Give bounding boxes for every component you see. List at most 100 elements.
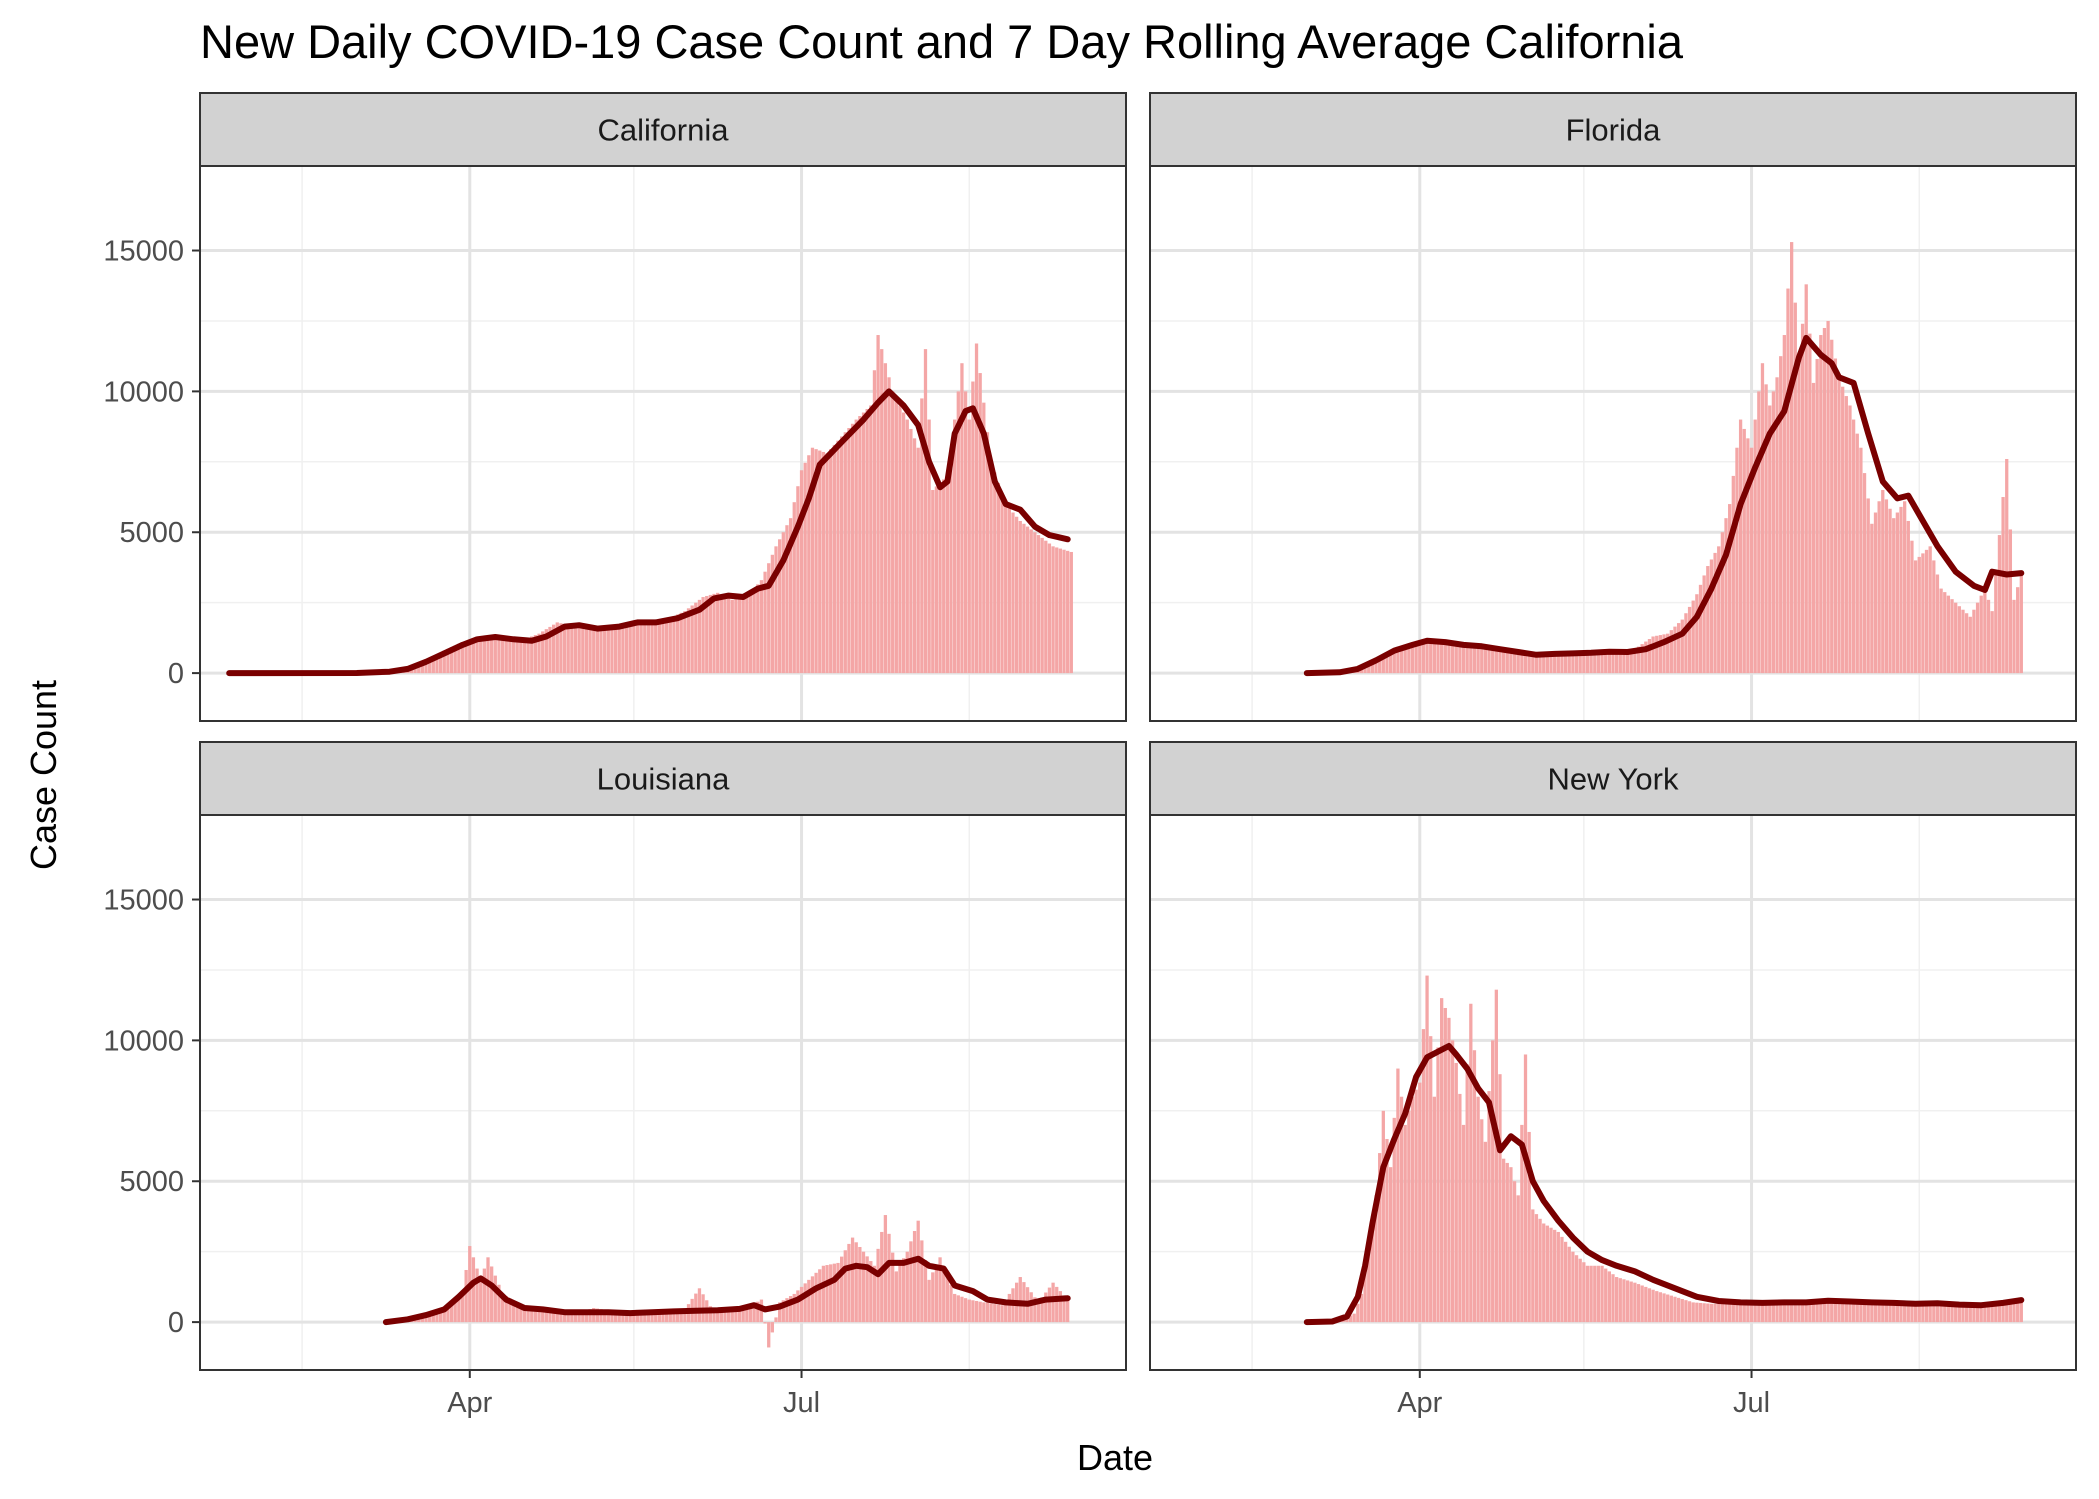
daily-bar (570, 625, 574, 674)
daily-bar (1523, 1054, 1528, 1323)
daily-bar (1629, 1281, 1633, 1323)
daily-bar (1731, 1304, 1735, 1323)
daily-bar (1381, 1110, 1385, 1323)
daily-bar (785, 525, 789, 674)
daily-bar (548, 1309, 552, 1323)
daily-bar (1968, 616, 1972, 674)
facet-strip-label: Florida (1566, 113, 1662, 148)
daily-bar (1388, 1167, 1393, 1323)
daily-bar (1512, 649, 1517, 674)
daily-bar (1633, 1282, 1637, 1323)
daily-bar (639, 1311, 643, 1323)
daily-bar (770, 554, 775, 674)
daily-bar (1487, 647, 1491, 674)
daily-bar (945, 475, 950, 674)
daily-bar (599, 627, 603, 674)
daily-bar (1549, 653, 1553, 674)
daily-bar (1709, 1303, 1714, 1323)
daily-bar (457, 1296, 461, 1323)
daily-bar (1498, 1074, 1502, 1323)
facet-strip (1149, 741, 2077, 816)
daily-bar (1964, 1304, 1969, 1323)
daily-bar (446, 1305, 450, 1323)
daily-bar (526, 637, 530, 674)
daily-bar (1924, 1302, 1929, 1323)
daily-bar (1793, 1300, 1797, 1323)
daily-bar (803, 1283, 807, 1323)
daily-bar (1545, 1225, 1550, 1323)
daily-bar (493, 1275, 497, 1323)
daily-bar (1789, 242, 1794, 674)
rolling-average-line (1303, 1043, 2025, 1326)
daily-bar (1884, 499, 1889, 674)
daily-bar (1381, 657, 1385, 674)
daily-bar (756, 584, 760, 674)
daily-bar (1556, 652, 1560, 674)
daily-bar (665, 1312, 669, 1323)
daily-bar (1033, 532, 1037, 674)
daily-bar (1040, 1297, 1044, 1323)
daily-bar (1994, 573, 1998, 674)
daily-bar (497, 637, 501, 674)
daily-bar (573, 626, 578, 674)
daily-bar (1779, 1302, 1783, 1323)
daily-bar (737, 1308, 742, 1323)
daily-bar (920, 398, 924, 674)
daily-bar (1655, 1291, 1659, 1323)
daily-bar (533, 635, 538, 674)
daily-bar (1666, 1294, 1670, 1323)
daily-bar (1516, 650, 1520, 674)
daily-bar (475, 1268, 479, 1323)
daily-bar (814, 449, 818, 674)
daily-bar (500, 637, 505, 674)
daily-bar (1935, 574, 1940, 674)
daily-bar (1811, 382, 1816, 674)
daily-bar (810, 447, 815, 674)
daily-bar (1764, 1303, 1768, 1323)
daily-bar (1844, 396, 1848, 674)
daily-bar (745, 597, 749, 674)
daily-bar (1058, 548, 1063, 674)
daily-bar (1571, 1251, 1575, 1323)
daily-bar (810, 1276, 815, 1323)
daily-bar (519, 1305, 523, 1323)
daily-bar (2005, 1301, 2009, 1323)
daily-bar (1058, 1291, 1063, 1323)
daily-bar (869, 405, 873, 674)
daily-bar (861, 1251, 866, 1323)
daily-bar (1881, 1302, 1885, 1323)
daily-bar (770, 1322, 775, 1333)
daily-bar (1378, 659, 1382, 674)
daily-bar (1724, 518, 1728, 674)
daily-bar (562, 624, 567, 674)
daily-bar (1040, 537, 1044, 674)
daily-bar (1760, 363, 1765, 674)
daily-bar (1939, 1303, 1943, 1323)
daily-bar (1822, 1302, 1827, 1323)
x-tick-label: Jul (783, 1387, 820, 1419)
daily-bar (2016, 1300, 2020, 1323)
daily-bar (544, 629, 548, 674)
daily-bar (438, 1309, 443, 1323)
daily-bar (1044, 540, 1048, 674)
daily-bar (2008, 1301, 2013, 1323)
daily-bar (409, 668, 414, 674)
daily-bar (617, 624, 621, 674)
daily-bar (1644, 1286, 1648, 1323)
daily-bar (745, 1308, 749, 1323)
daily-bar (471, 1257, 476, 1323)
daily-bar (1797, 1300, 1801, 1323)
daily-bar (1538, 1218, 1542, 1323)
daily-bar (1939, 588, 1943, 674)
daily-bar (1359, 1293, 1364, 1323)
daily-bar (1676, 1297, 1681, 1323)
daily-bar (668, 617, 672, 674)
daily-bar (1917, 1302, 1921, 1323)
daily-bar (1414, 643, 1418, 674)
daily-bar (428, 659, 432, 674)
daily-bar (1753, 419, 1757, 674)
daily-bar (1403, 1124, 1407, 1323)
daily-bar (1571, 652, 1575, 674)
daily-bar (1062, 1295, 1066, 1323)
daily-bar (1418, 1082, 1422, 1323)
